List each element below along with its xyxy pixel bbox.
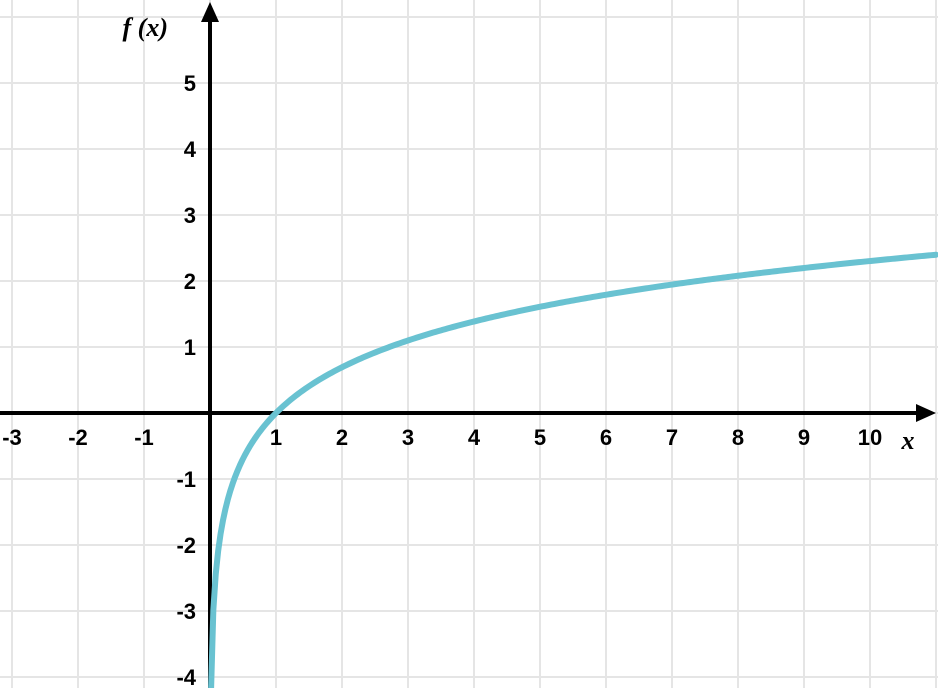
y-axis-label: f (x) [123,13,168,42]
x-tick-label: -3 [2,425,22,450]
plot-background [0,0,938,688]
y-tick-label: -1 [176,467,196,492]
log-function-plot: -3 -2 -1 1 2 3 4 5 6 7 8 9 10 -4 -3 -2 -1 1 2 3 4 5 f (x) x [0,0,938,688]
y-tick-label: 3 [184,203,196,228]
y-tick-label: 1 [184,335,196,360]
y-tick-label: -3 [176,599,196,624]
y-tick-label: -4 [176,665,196,688]
y-tick-label: 5 [184,71,196,96]
x-tick-label: 6 [600,425,612,450]
x-tick-label: -1 [134,425,154,450]
x-tick-label: 1 [270,425,282,450]
y-tick-label: -2 [176,533,196,558]
x-tick-label: -2 [68,425,88,450]
x-tick-label: 8 [732,425,744,450]
y-tick-label: 2 [184,269,196,294]
x-axis-label: x [901,426,915,455]
x-tick-label: 4 [468,425,481,450]
x-tick-label: 2 [336,425,348,450]
x-tick-label: 9 [798,425,810,450]
x-tick-label: 5 [534,425,546,450]
x-tick-label: 10 [858,425,882,450]
y-tick-label: 4 [184,137,197,162]
x-tick-label: 7 [666,425,678,450]
x-tick-label: 3 [402,425,414,450]
